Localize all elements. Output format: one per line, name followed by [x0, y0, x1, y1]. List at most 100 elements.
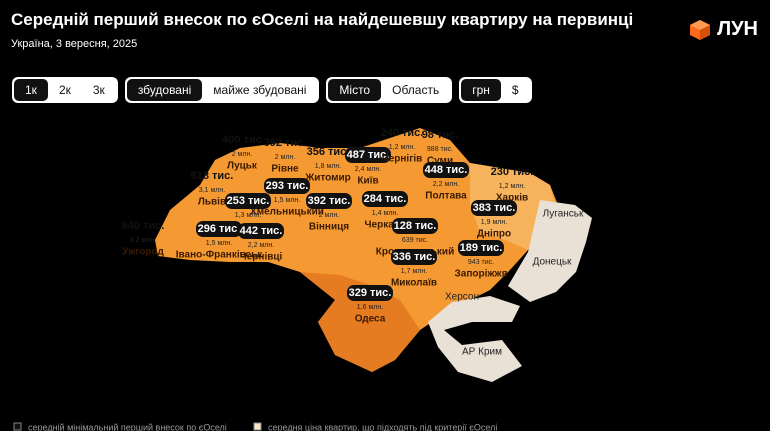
filter-group: Місто Область: [326, 77, 453, 103]
filter-option[interactable]: 2к: [58, 83, 71, 97]
legend-swatch: [253, 422, 262, 431]
title: Середній перший внесок по єОселі на найд…: [11, 10, 634, 29]
city-name: Луцьк: [227, 161, 258, 172]
city-name: Ужгород: [122, 247, 164, 258]
price: 2,4 млн.: [355, 166, 381, 173]
price: 1,2 млн.: [499, 183, 525, 190]
price: 1,5 млн.: [206, 240, 232, 247]
value-box: [345, 147, 391, 163]
price: 3,2 млн.: [130, 237, 156, 244]
value-box: [225, 193, 271, 209]
down-payment: 392 тис.: [308, 195, 351, 207]
down-payment: 296 тис.: [198, 223, 241, 235]
down-payment: 336 тис.: [393, 251, 436, 263]
city-name: Хмельницький: [250, 207, 324, 218]
price: 1,9 млн.: [481, 219, 507, 226]
value-box: [362, 191, 408, 207]
price: 1,2 млн.: [389, 144, 415, 151]
price: 1,4 млн.: [372, 210, 398, 217]
down-payment: 284 тис.: [364, 193, 407, 205]
price: 2,2 млн.: [433, 181, 459, 188]
filter-group: збудовані майже збудовані: [124, 77, 320, 103]
down-payment: 293 тис.: [266, 180, 309, 192]
price: 943 тис.: [468, 259, 494, 266]
down-payment: 618 тис.: [191, 170, 234, 182]
down-payment: 230 тис.: [491, 166, 534, 178]
subtitle: Україна, 3 вересня, 2025: [11, 38, 138, 50]
filter-group: 1к 2к 3к: [12, 77, 118, 103]
logo: ЛУН: [689, 18, 758, 41]
price: 2,2 млн.: [248, 242, 274, 249]
city-name: Одеса: [355, 314, 386, 325]
logo-text: ЛУН: [717, 18, 758, 40]
value-box: [471, 200, 517, 216]
value-box: [238, 223, 284, 239]
city-name: Харків: [496, 193, 528, 204]
filter-group: грн $: [459, 77, 532, 103]
city-name: Миколаїв: [391, 278, 437, 289]
city-name: Івано-Франківськ: [176, 250, 263, 261]
region-gray-south: [428, 296, 522, 382]
region-name: Донецьк: [533, 257, 572, 268]
value-box: [306, 193, 352, 209]
down-payment: 356 тис.: [307, 146, 350, 158]
filter-option[interactable]: збудовані: [126, 79, 203, 101]
city-name: Запоріжжя: [455, 269, 508, 280]
price: 2 млн.: [319, 212, 340, 219]
price: 1,6 млн.: [357, 304, 383, 311]
down-payment: 240 тис.: [381, 127, 424, 139]
filters: 1к 2к 3к збудовані майже збудовані Місто Облас…: [12, 77, 532, 103]
price: 639 тис.: [402, 237, 428, 244]
filter-option[interactable]: Область: [392, 83, 440, 97]
city-name: Суми: [427, 156, 453, 167]
city-name: Черкаси: [365, 220, 406, 231]
filter-option[interactable]: 3к: [92, 83, 105, 97]
down-payment: 383 тис.: [473, 202, 516, 214]
price: 988 тис.: [427, 146, 453, 153]
down-payment: 487 тис.: [347, 149, 390, 161]
price: 1,7 млн.: [401, 268, 427, 275]
filter-option[interactable]: $: [511, 83, 519, 97]
logo-icon: [690, 19, 711, 40]
value-box: [458, 240, 504, 256]
down-payment: 448 тис.: [425, 164, 468, 176]
value-box: [423, 162, 469, 178]
down-payment: 253 тис.: [227, 195, 270, 207]
value-box: [196, 221, 242, 237]
price: 1,3 млн.: [235, 212, 261, 219]
city-name: Полтава: [425, 191, 467, 202]
value-box: [347, 285, 393, 301]
city-name: Вінниця: [309, 222, 349, 233]
price: 1,8 млн.: [315, 163, 341, 170]
city-name: Чернівці: [240, 252, 283, 263]
down-payment: 329 тис.: [349, 287, 392, 299]
price: 2 млн.: [275, 154, 296, 161]
region-gray-east: [508, 200, 592, 302]
city-name: Рівне: [271, 164, 299, 175]
down-payment: 392 тис.: [264, 137, 307, 149]
down-payment: 400 тис: [222, 134, 262, 146]
filter-option[interactable]: 1к: [14, 79, 48, 101]
value-box: [392, 218, 438, 234]
filter-option[interactable]: Місто: [328, 79, 382, 101]
filter-option[interactable]: майже збудовані: [213, 83, 307, 97]
region-name: Херсон: [445, 292, 479, 303]
legend-label: середній мінімальний перший внесок по єО…: [28, 422, 227, 431]
city-name: Дніпро: [477, 229, 511, 240]
value-box: [391, 249, 437, 265]
region-name: АР Крим: [462, 347, 502, 358]
price: 2 млн.: [232, 151, 253, 158]
city-name: Житомир: [304, 173, 351, 184]
city-name: Київ: [357, 176, 378, 187]
down-payment: 98 тис.: [422, 129, 459, 141]
legend-label: середня ціна квартир, що підходять під к…: [268, 422, 497, 431]
ukraine-shape: [155, 128, 558, 372]
value-box: [264, 178, 310, 194]
region-name: Луганськ: [543, 209, 584, 220]
down-payment: 189 тис.: [460, 242, 503, 254]
city-name: Львів: [198, 197, 226, 208]
legend-swatch: [13, 422, 22, 431]
filter-option[interactable]: грн: [461, 79, 501, 101]
